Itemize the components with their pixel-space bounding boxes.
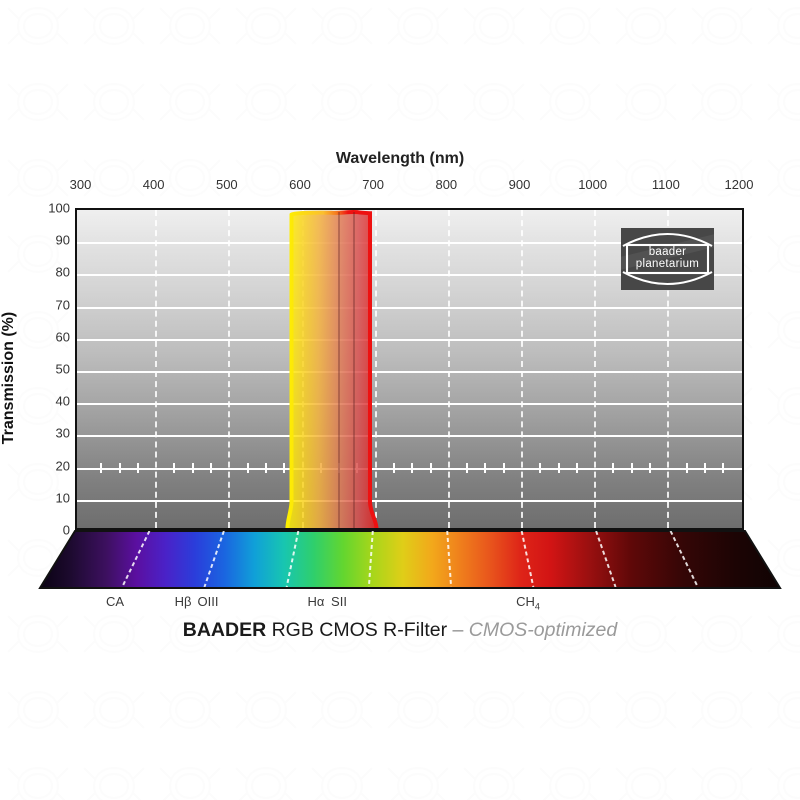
svg-text:planetarium: planetarium [636,258,699,270]
svg-text:baader: baader [649,246,687,258]
